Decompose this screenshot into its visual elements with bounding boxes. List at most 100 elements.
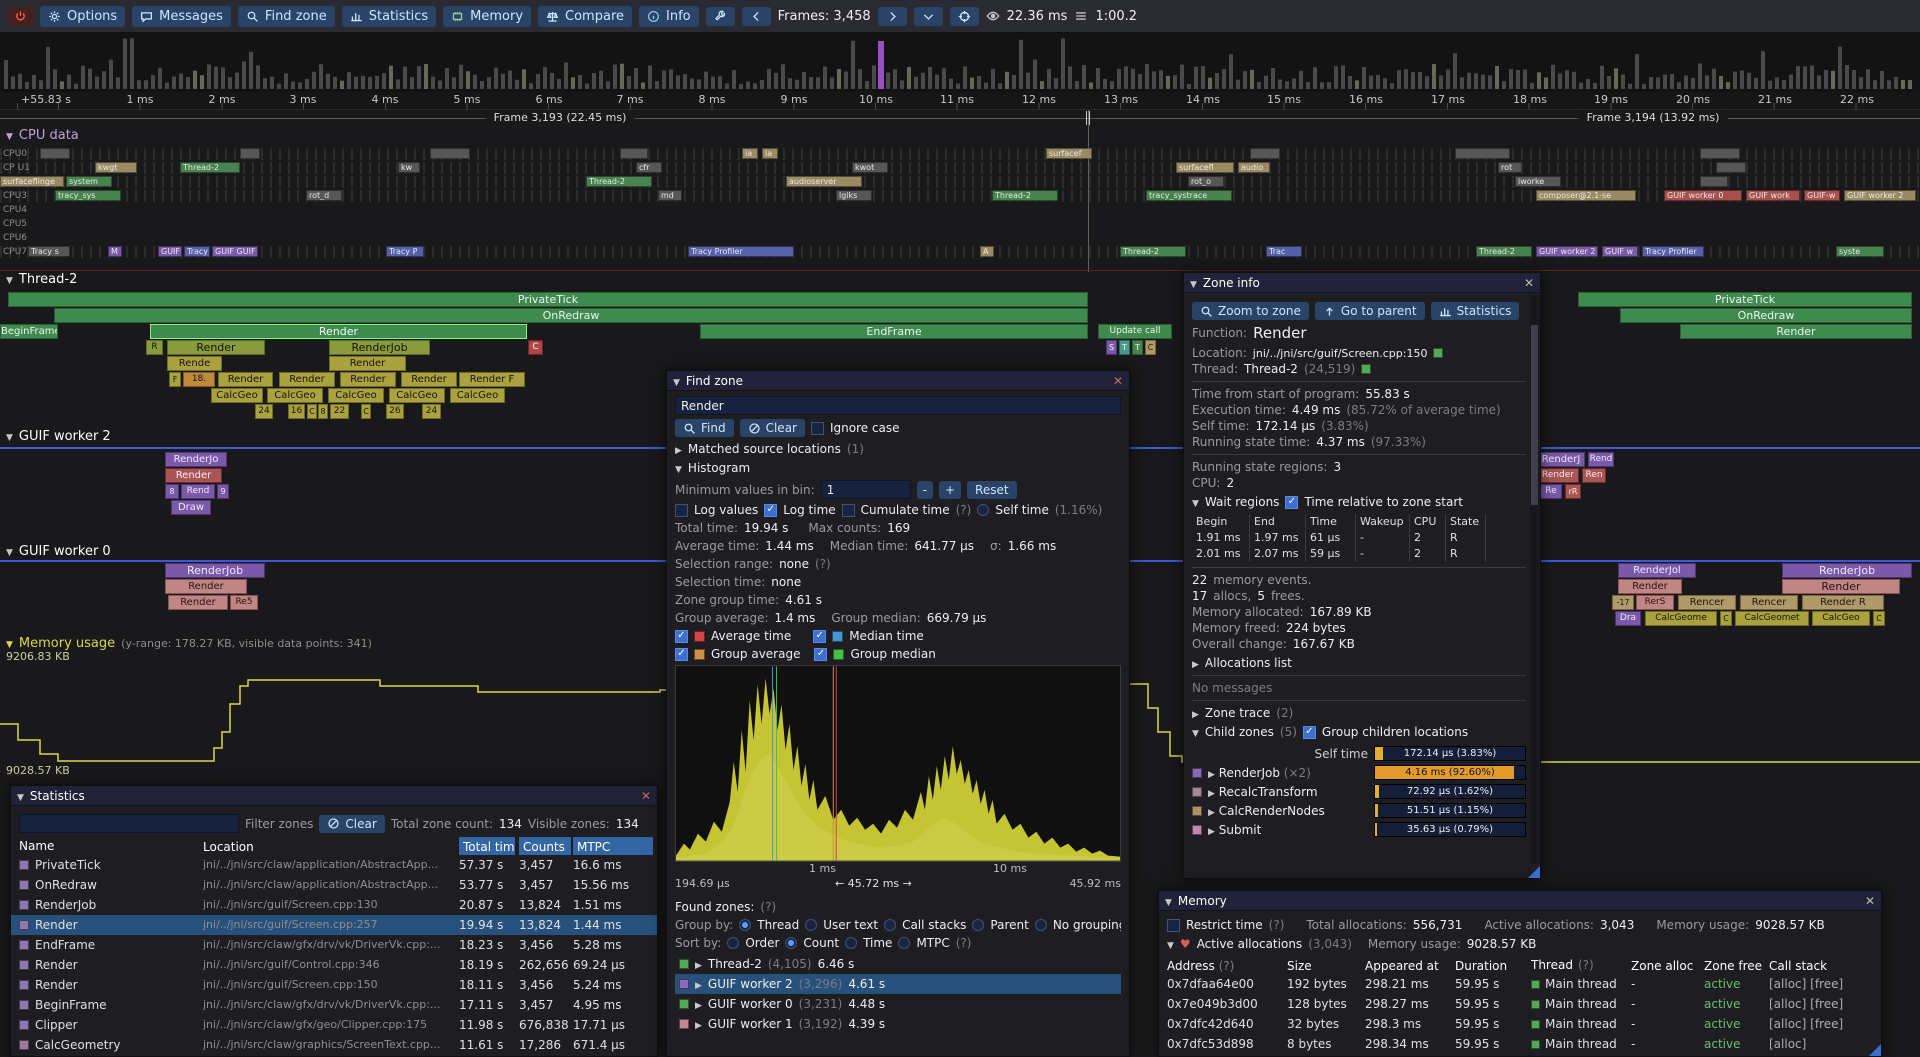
clear-filter-button[interactable]: Clear xyxy=(319,814,385,833)
timeline-zone[interactable]: RenderJo xyxy=(165,452,227,467)
cpu-zone[interactable]: rot_d xyxy=(306,190,342,201)
child-zone-row[interactable]: Submit 35.63 µs (0.79%) xyxy=(1192,820,1526,839)
cpu-data-section-header[interactable]: CPU data xyxy=(6,128,79,143)
resize-grip[interactable] xyxy=(1528,866,1540,878)
collapse-icon[interactable] xyxy=(6,272,13,287)
timeline-zone[interactable]: Render xyxy=(401,372,457,387)
group-by-radio[interactable] xyxy=(739,919,752,931)
cpu-zone[interactable]: tracy_sys xyxy=(55,190,121,201)
help-icon[interactable]: (?) xyxy=(760,900,777,914)
wait-header-wakeup[interactable]: Wakeup xyxy=(1356,514,1410,530)
timeline-zone[interactable]: C xyxy=(307,404,317,419)
close-icon[interactable]: ✕ xyxy=(1523,275,1534,290)
header-total-time[interactable]: Total time xyxy=(459,837,515,855)
cpu-zone[interactable]: GUIF worker 2 xyxy=(1844,190,1916,201)
guif-worker2-section-header[interactable]: GUIF worker 2 xyxy=(6,429,111,444)
filter-zones-input[interactable] xyxy=(19,814,239,833)
timeline-zone[interactable]: CalcGeomet xyxy=(1735,611,1809,626)
reset-button[interactable]: Reset xyxy=(967,480,1017,499)
header-zone-alloc[interactable]: Zone alloc xyxy=(1631,959,1694,973)
cpu-zone[interactable]: Thread-2 xyxy=(180,162,240,173)
header-counts[interactable]: Counts xyxy=(519,837,571,855)
cpu-zone[interactable]: Thread-2 xyxy=(1476,246,1532,257)
cpu-zone[interactable] xyxy=(430,148,470,159)
ignore-case-checkbox[interactable] xyxy=(810,421,824,435)
group-by-radio[interactable] xyxy=(972,919,985,931)
expand-icon[interactable] xyxy=(695,1017,702,1031)
sort-by-radio[interactable] xyxy=(785,937,798,949)
expand-icon[interactable] xyxy=(1208,785,1215,799)
cpu-row[interactable]: CPU3 xyxy=(0,190,1920,202)
found-zone-group-row[interactable]: GUIF worker 0 (3,231) 4.48 s xyxy=(675,994,1121,1014)
cpu-zone[interactable] xyxy=(1250,148,1280,159)
allocation-row[interactable]: 0x7dfaa64e00 192 bytes 298.21 ms 59.95 s… xyxy=(1159,974,1881,994)
timeline-zone[interactable]: 8 xyxy=(165,484,179,499)
cpu-zone[interactable]: A xyxy=(980,246,994,257)
allocation-address[interactable]: 0x7dfaa64e00 xyxy=(1167,977,1254,991)
cpu-row[interactable]: CPU5 xyxy=(0,218,1920,230)
expand-icon[interactable] xyxy=(695,957,702,971)
statistics-table-row[interactable]: OnRedraw jni/../jni/src/claw/application… xyxy=(11,875,657,895)
timeline-zone[interactable]: Rend xyxy=(181,484,215,499)
cpu-zone[interactable]: system xyxy=(66,176,112,187)
timeline-zone[interactable]: Render xyxy=(329,356,406,371)
header-size[interactable]: Size xyxy=(1287,959,1312,973)
restrict-time-checkbox[interactable] xyxy=(1167,918,1180,932)
allocation-row[interactable]: 0x7dfc42d640 32 bytes 298.3 ms 59.95 s M… xyxy=(1159,1014,1881,1034)
timeline-zone[interactable]: Render xyxy=(279,372,335,387)
timeline-zone[interactable]: CalcGeo xyxy=(1812,611,1870,626)
wait-header-end[interactable]: End xyxy=(1250,514,1306,530)
cpu-zone[interactable]: composer@2.1-se xyxy=(1536,190,1636,201)
help-icon[interactable]: (?) xyxy=(955,503,972,517)
timeline-zone[interactable]: OnRedraw xyxy=(54,308,1088,323)
timeline-zone[interactable]: Render xyxy=(168,595,228,610)
timeline-zone[interactable]: Render xyxy=(150,324,527,339)
cpu-zone[interactable]: iworke xyxy=(1515,176,1561,187)
cpu-zone[interactable]: GUIF-w xyxy=(1804,190,1840,201)
cpu-zone[interactable] xyxy=(1455,148,1510,159)
child-zone-row[interactable]: CalcRenderNodes 51.51 µs (1.15%) xyxy=(1192,801,1526,820)
allocation-call-stack[interactable]: [alloc] [free] xyxy=(1769,1017,1844,1031)
prev-frame-button[interactable] xyxy=(741,6,771,26)
timeline-zone[interactable]: Render xyxy=(1537,468,1579,483)
header-name[interactable]: Name xyxy=(19,839,55,853)
next-frame-button[interactable] xyxy=(877,6,907,26)
cpu-zone[interactable] xyxy=(1700,148,1740,159)
cpu-zone[interactable] xyxy=(620,148,648,159)
timeline-zone[interactable]: Render xyxy=(1680,324,1912,339)
resize-grip[interactable] xyxy=(1869,1044,1881,1056)
zone-statistics-button[interactable]: Statistics xyxy=(1430,302,1520,320)
group-by-radio[interactable] xyxy=(884,919,897,931)
timeline-zone[interactable]: Rencer xyxy=(1678,595,1736,610)
help-icon[interactable]: (?) xyxy=(1268,918,1285,932)
expand-icon[interactable] xyxy=(1208,823,1215,837)
timeline-zone[interactable]: CalcGeo xyxy=(267,388,323,403)
frame-bar[interactable]: Frame 3,193 (22.45 ms) Frame 3,194 (13.9… xyxy=(0,110,1920,126)
allocation-address[interactable]: 0x7dfc53d898 xyxy=(1167,1037,1254,1051)
memory-usage-plot[interactable] xyxy=(0,662,1920,770)
find-zone-button[interactable]: Find zone xyxy=(237,5,335,27)
avg-line-checkbox[interactable] xyxy=(675,629,688,643)
statistics-table-row[interactable]: Render jni/../jni/src/guif/Screen.cpp:15… xyxy=(11,975,657,995)
header-zone-free[interactable]: Zone free xyxy=(1704,959,1763,973)
cumulate-time-checkbox[interactable] xyxy=(841,503,855,517)
cpu-zone[interactable]: Thread-2 xyxy=(1120,246,1186,257)
cpu-zone[interactable]: md xyxy=(658,190,682,201)
timeline-zone[interactable]: Dra xyxy=(1615,611,1641,626)
timeline-zone[interactable]: R xyxy=(146,340,163,355)
cpu-zone[interactable]: GUIF worker 2 xyxy=(1536,246,1598,257)
timeline-zone[interactable]: C xyxy=(361,404,371,419)
timeline-zone[interactable]: EndFrame xyxy=(700,324,1088,339)
timeline-zone[interactable]: Update call xyxy=(1098,324,1172,339)
statistics-table-row[interactable]: Clipper jni/../jni/src/claw/gfx/geo/Clip… xyxy=(11,1015,657,1035)
expand-icon[interactable] xyxy=(1208,766,1215,780)
active-allocations-section[interactable]: ♥ Active allocations (3,043) Memory usag… xyxy=(1159,937,1881,951)
cpu-zone[interactable]: GUIF GUIF w xyxy=(212,246,258,257)
header-duration[interactable]: Duration xyxy=(1455,959,1508,973)
statistics-table-row[interactable]: Render jni/../jni/src/guif/Control.cpp:3… xyxy=(11,955,657,975)
matched-locations-section[interactable]: Matched source locations (1) xyxy=(675,442,1121,456)
tools-button[interactable] xyxy=(705,6,735,26)
group-median-line-checkbox[interactable] xyxy=(814,647,828,661)
timeline-zone[interactable]: 9 xyxy=(217,484,229,499)
log-time-checkbox[interactable] xyxy=(764,503,778,517)
